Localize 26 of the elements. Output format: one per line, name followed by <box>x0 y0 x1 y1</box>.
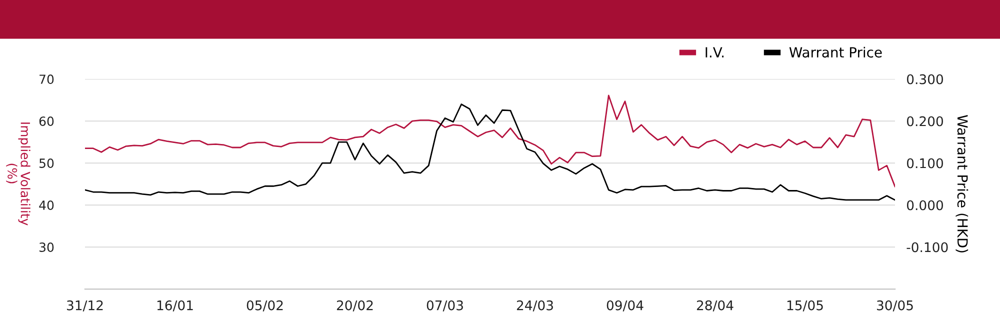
x-tick-label: 07/03 <box>426 300 463 312</box>
legend-label: I.V. <box>706 47 724 58</box>
x-tick-label: 05/02 <box>246 300 283 312</box>
y-tick-label: 30 <box>39 242 54 252</box>
x-tick-label: 28/04 <box>696 300 734 312</box>
legend-label: Warrant Price <box>789 46 882 58</box>
x-tick-label: 30/05 <box>876 300 913 312</box>
y2-tick-label: 0.100 <box>906 158 944 168</box>
x-tick-label: 15/05 <box>787 300 823 312</box>
line-series <box>85 94 895 188</box>
y2-tick-label: 0.000 <box>906 200 944 210</box>
y2-axis-title: Warrant Price (HKD) <box>956 114 968 252</box>
x-tick-label: 24/03 <box>516 300 553 312</box>
x-tick-label: 20/02 <box>336 300 373 312</box>
x-tick-label: 16/01 <box>157 300 193 312</box>
y2-tick-label: -0.100 <box>906 242 948 252</box>
y-tick-label: 70 <box>40 74 54 84</box>
y-tick-label: 40 <box>39 200 54 210</box>
y2-tick-label: 0.300 <box>906 74 944 84</box>
y2-tick-label: 0.200 <box>906 116 944 126</box>
y-tick-label: 60 <box>39 116 54 126</box>
line-series <box>85 104 895 201</box>
x-tick-label: 09/04 <box>606 300 644 312</box>
y-axis-title: Implied Volatility (%) <box>6 122 30 226</box>
x-tick-label: 31/12 <box>66 300 103 312</box>
y-tick-label: 50 <box>40 158 54 168</box>
